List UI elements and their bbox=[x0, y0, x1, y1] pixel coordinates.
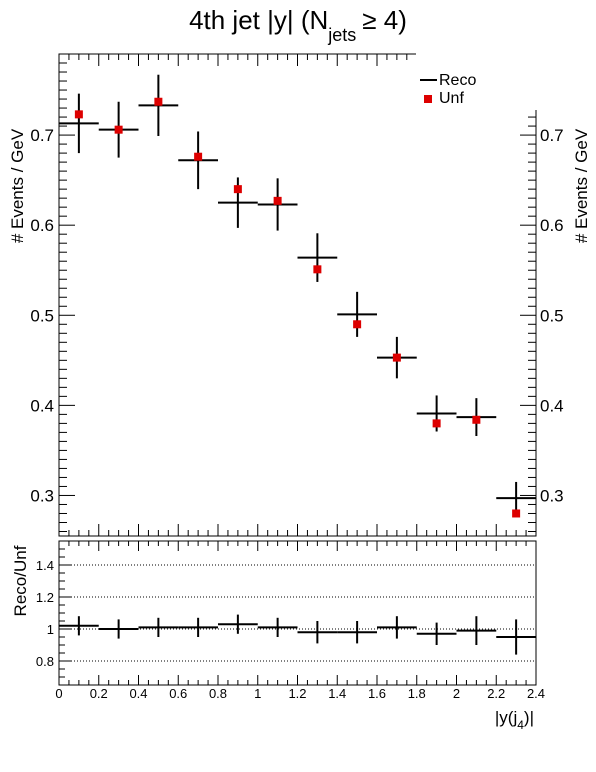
ratio-xtick-label: 1.4 bbox=[328, 686, 346, 701]
main-plot-frame bbox=[58, 53, 537, 537]
legend-unf-label: Unf bbox=[439, 90, 464, 107]
unf-point bbox=[114, 125, 123, 134]
chart-title: 4th jet |y| (Njets ≥ 4) bbox=[189, 5, 407, 45]
unf-point bbox=[273, 196, 282, 205]
unf-point bbox=[233, 185, 242, 194]
ratio-xtick-label: 1 bbox=[254, 686, 261, 701]
ratio-xtick-label: 2 bbox=[453, 686, 460, 701]
ratio-xlabel: |y(j4)| bbox=[495, 708, 534, 732]
ratio-ytick-label: 1.2 bbox=[36, 590, 54, 605]
xlabel-tail: )| bbox=[524, 708, 534, 727]
ratio-ytick-label: 1 bbox=[47, 622, 54, 637]
unf-point bbox=[392, 353, 401, 362]
main-ytick-label-right: 0.5 bbox=[540, 306, 564, 325]
ratio-xtick-label: 1.6 bbox=[368, 686, 386, 701]
ratio-ytick-label: 0.8 bbox=[36, 654, 54, 669]
legend-unf-marker bbox=[424, 95, 432, 103]
main-ylabel-right: # Events / GeV bbox=[572, 128, 591, 243]
ratio-xtick-label: 1.2 bbox=[288, 686, 306, 701]
chart-title-sub: jets bbox=[327, 25, 356, 45]
main-ytick-label-left: 0.3 bbox=[30, 486, 54, 505]
unf-point bbox=[512, 509, 521, 518]
ratio-ytick-label: 1.4 bbox=[36, 558, 54, 573]
unf-point bbox=[194, 152, 203, 161]
unf-point bbox=[432, 419, 441, 428]
main-ytick-label-left: 0.4 bbox=[30, 396, 54, 415]
main-ylabel-left: # Events / GeV bbox=[8, 128, 27, 243]
legend-reco-label: Reco bbox=[439, 72, 476, 89]
main-ytick-label-left: 0.7 bbox=[30, 126, 54, 145]
main-ytick-label-right: 0.7 bbox=[540, 126, 564, 145]
unf-point bbox=[472, 415, 481, 424]
main-ytick-label-left: 0.5 bbox=[30, 306, 54, 325]
ratio-xtick-label: 0.2 bbox=[90, 686, 108, 701]
unf-point bbox=[313, 265, 322, 274]
ratio-xtick-label: 0 bbox=[55, 686, 62, 701]
ratio-plot-frame bbox=[58, 540, 537, 686]
ratio-xtick-label: 2.2 bbox=[487, 686, 505, 701]
ratio-xtick-label: 1.8 bbox=[408, 686, 426, 701]
unf-point bbox=[154, 97, 163, 106]
xlabel-main: |y(j bbox=[495, 708, 517, 727]
xlabel-sub: 4 bbox=[517, 718, 524, 732]
unf-point bbox=[353, 320, 362, 329]
ratio-xtick-label: 2.4 bbox=[527, 686, 545, 701]
unf-point bbox=[74, 110, 83, 119]
chart-title-main: 4th jet |y| (N bbox=[189, 5, 328, 35]
ratio-xtick-label: 0.6 bbox=[169, 686, 187, 701]
chart-title-tail: ≥ 4) bbox=[362, 5, 407, 35]
ratio-ylabel: Reco/Unf bbox=[11, 545, 30, 616]
main-ytick-label-left: 0.6 bbox=[30, 216, 54, 235]
main-ytick-label-right: 0.6 bbox=[540, 216, 564, 235]
legend: Reco Unf bbox=[416, 53, 538, 110]
main-ytick-label-right: 0.3 bbox=[540, 486, 564, 505]
ratio-xtick-label: 0.8 bbox=[209, 686, 227, 701]
ratio-xtick-label: 0.4 bbox=[129, 686, 147, 701]
main-ytick-label-right: 0.4 bbox=[540, 396, 564, 415]
